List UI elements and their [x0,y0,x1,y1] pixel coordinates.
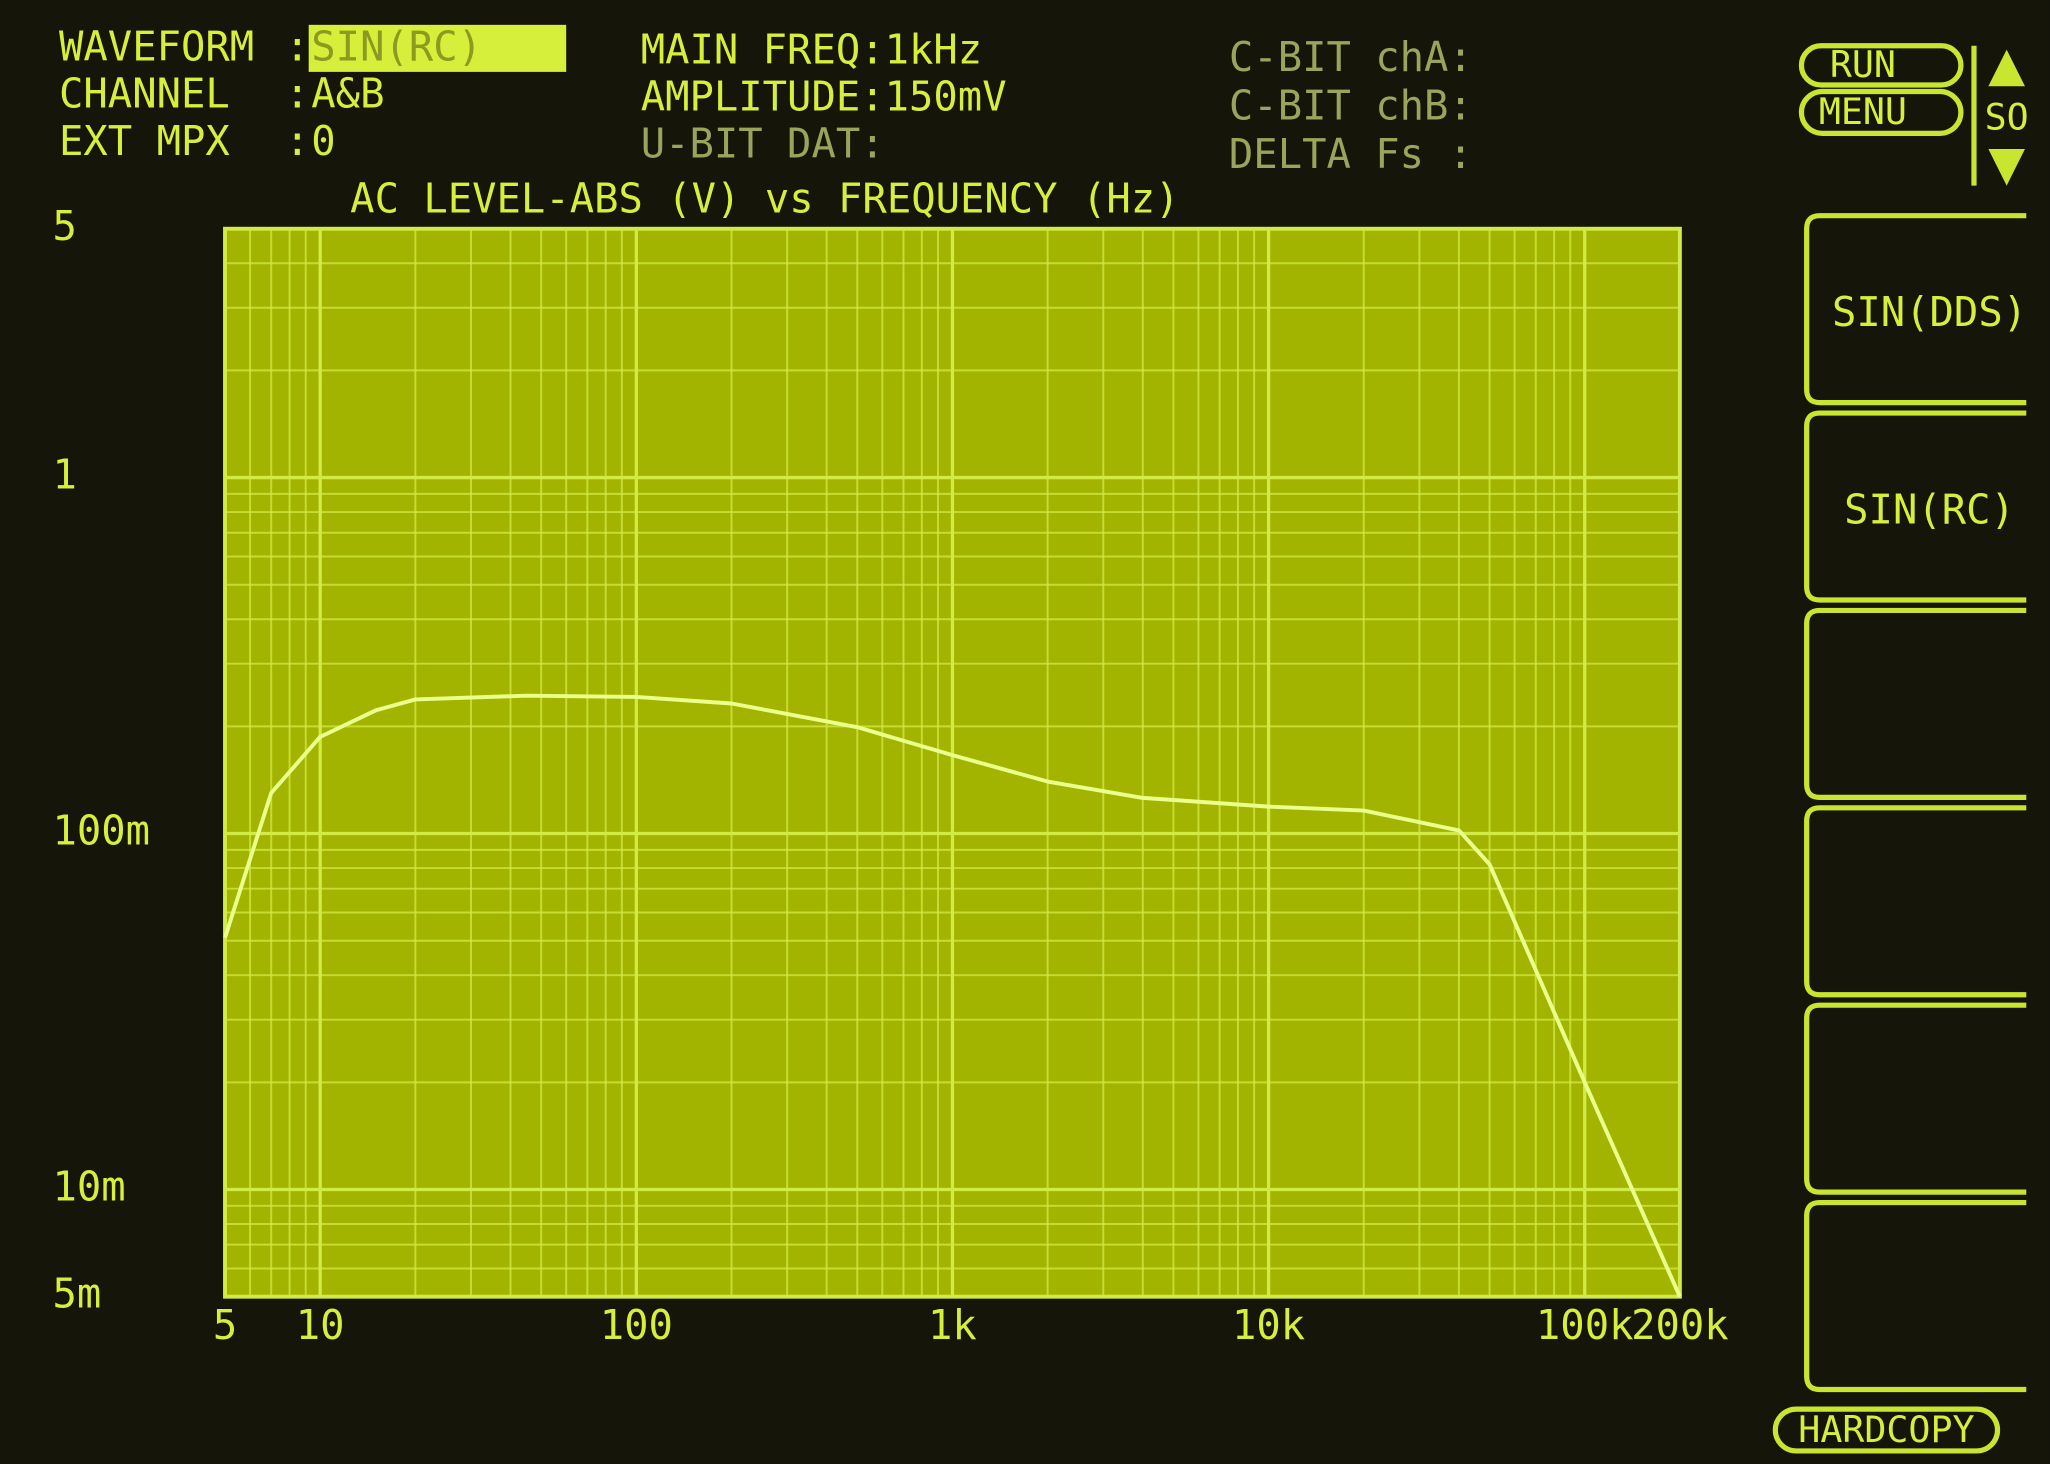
chart-title: AC LEVEL-ABS (V) vs FREQUENCY (Hz) [350,174,1179,222]
status-field: MAIN FREQ:1kHz [641,25,983,73]
softkey-frame[interactable] [1804,410,2027,603]
plot-border [223,226,1682,1299]
run-button-frame[interactable] [1798,43,1964,88]
x-tick-label: 100k [1536,1301,1634,1349]
selected-highlight [308,24,567,72]
hardcopy-label[interactable]: HARDCOPY [1798,1408,1974,1451]
softkey-frame[interactable] [1804,213,2027,406]
softkey-frame[interactable] [1804,607,2027,800]
status-field: U-BIT DAT: [641,119,885,167]
menu-button-label[interactable]: MENU [1819,90,1907,133]
softkey-label[interactable]: SIN(RC) [1844,485,2015,533]
softkey-frame[interactable] [1804,1002,2027,1195]
scroll-up-arrow[interactable] [1988,49,2025,87]
status-label: EXT MPX [59,117,230,165]
status-separator: : [285,70,309,118]
status-value: A&B [311,70,384,118]
softkey-frame[interactable] [1804,805,2027,998]
x-tick-label: 10k [1232,1301,1305,1349]
x-tick-label: 5 [213,1301,237,1349]
softkey-label[interactable]: SIN(DDS) [1832,288,2027,336]
status-label: WAVEFORM [59,23,254,71]
status-label: CHANNEL [59,70,230,118]
status-value: 0 [311,117,335,165]
scroll-down-arrow[interactable] [1988,149,2025,186]
status-field: C-BIT chB: [1229,81,1473,129]
status-field: AMPLITUDE:150mV [641,72,1007,120]
menu-button-frame[interactable] [1798,88,1964,136]
layout [1772,43,2025,1454]
response-curve [223,693,1682,1298]
status-separator: : [285,23,309,71]
x-tick-label: 1k [928,1301,977,1349]
y-tick-label: 1 [52,451,76,499]
x-tick-label: 10 [296,1301,345,1349]
y-tick-label: 10m [52,1163,125,1211]
x-tick-label: 100 [600,1301,673,1349]
x-tick-label: 200k [1631,1301,1729,1349]
y-tick-label: 5 [52,202,76,250]
y-tick-label: 5m [52,1270,101,1318]
status-field: DELTA Fs : [1229,130,1473,178]
status-value: SIN(RC) [311,23,482,71]
hardcopy-button-frame[interactable] [1772,1406,2001,1454]
softkey-frame[interactable] [1804,1199,2027,1393]
y-tick-label: 100m [52,807,150,855]
menu-button-label[interactable]: RUN [1830,43,1896,86]
status-field: C-BIT chA: [1229,33,1473,81]
scroll-label: SO [1985,95,2029,138]
status-separator: : [285,117,309,165]
